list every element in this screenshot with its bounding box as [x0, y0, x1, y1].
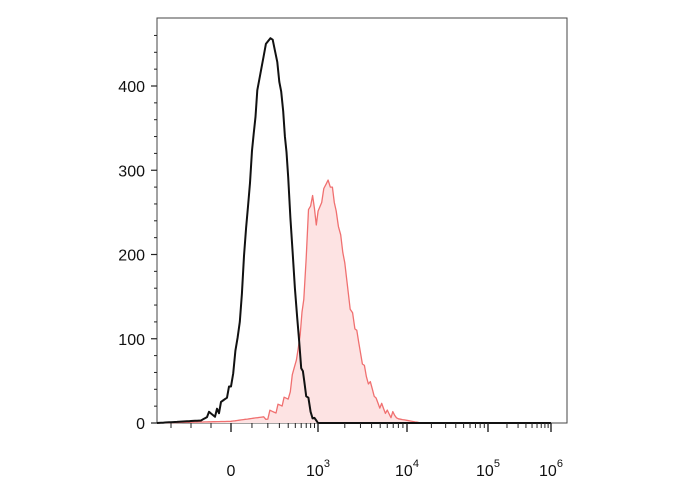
y-tick-label-3: 300	[118, 163, 145, 180]
x-tick-label-3: 105	[476, 458, 500, 480]
y-tick-label-2: 200	[118, 248, 145, 265]
series-layer	[156, 37, 551, 424]
plot-frame	[156, 17, 568, 424]
series-0-area	[157, 180, 551, 423]
series-1-line	[156, 37, 551, 424]
y-tick-label-4: 400	[118, 79, 145, 96]
x-tick-label-4: 106	[539, 458, 563, 480]
y-tick-label-1: 100	[118, 332, 145, 349]
y-tick-label-0: 0	[136, 416, 145, 433]
x-tick-label-1: 103	[306, 458, 330, 480]
x-tick-label-2: 104	[395, 458, 419, 480]
x-tick-label-0: 0	[227, 463, 236, 480]
